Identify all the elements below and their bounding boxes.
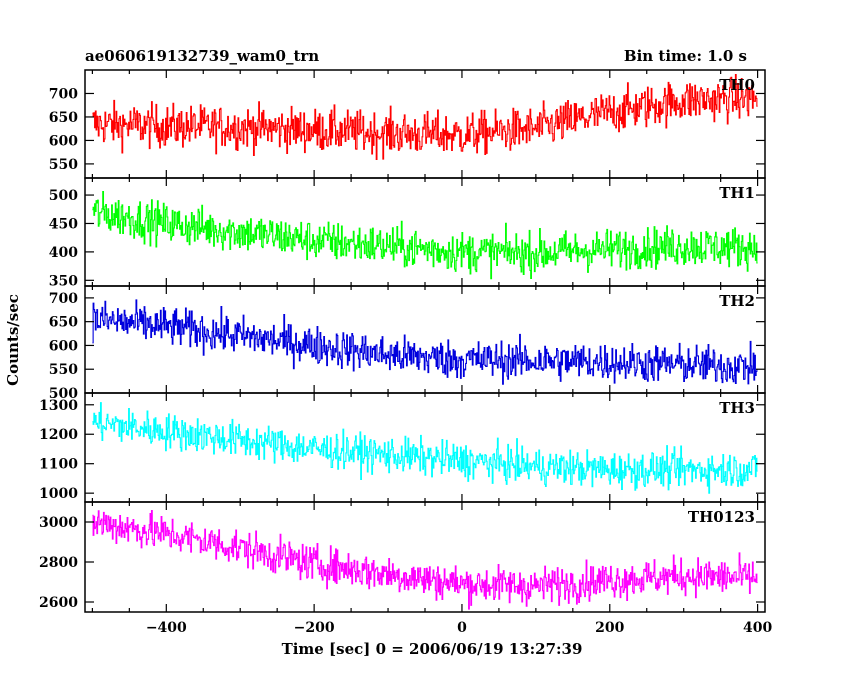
series-label-th0: TH0: [719, 76, 755, 94]
y-tick-label: 1200: [39, 427, 78, 443]
y-tick-label: 550: [49, 157, 78, 173]
series-trace-th3: [92, 402, 758, 494]
x-tick-label: 0: [457, 620, 467, 636]
panel-frame-th0123: [84, 501, 766, 613]
y-tick-label: 700: [49, 86, 78, 102]
y-tick-label: 450: [49, 216, 78, 232]
y-tick-label: 1300: [39, 398, 78, 414]
y-tick-label: 400: [49, 245, 78, 261]
x-tick-label: 400: [743, 620, 772, 636]
series-label-th0123: TH0123: [688, 508, 755, 526]
series-trace-th2: [92, 299, 758, 385]
x-tick-label: 200: [595, 620, 624, 636]
chart-title: ae060619132739_wam0_trn: [85, 47, 319, 65]
y-tick-label: 500: [49, 188, 78, 204]
y-tick-label: 3000: [39, 515, 78, 531]
y-tick-label: 600: [49, 133, 78, 149]
y-tick-label: 1000: [39, 486, 78, 502]
x-axis-label: Time [sec] 0 = 2006/06/19 13:27:39: [282, 640, 583, 658]
series-trace-th0: [92, 73, 758, 161]
series-label-th2: TH2: [719, 292, 755, 310]
y-tick-label: 350: [49, 273, 78, 289]
y-tick-label: 500: [49, 386, 78, 402]
panel-frame-th2: [84, 285, 766, 394]
y-tick-label: 2600: [39, 595, 78, 611]
x-tick-label: −200: [294, 620, 335, 636]
series-trace-th0123: [92, 510, 758, 610]
panels: 550 600 650 700 TH0 350 400 450 500 TH1 500 550 600 6…: [39, 69, 772, 636]
series-label-th3: TH3: [719, 399, 755, 417]
y-tick-label: 600: [49, 338, 78, 354]
bin-time-label: Bin time: 1.0 s: [624, 47, 747, 65]
y-tick-label: 650: [49, 110, 78, 126]
y-tick-label: 700: [49, 291, 78, 307]
y-tick-label: 650: [49, 315, 78, 331]
series-trace-th1: [92, 190, 758, 280]
y-tick-label: 2800: [39, 555, 78, 571]
y-tick-label: 1100: [39, 457, 78, 473]
y-tick-label: 550: [49, 362, 78, 378]
x-tick-label: −400: [146, 620, 187, 636]
series-label-th1: TH1: [719, 184, 755, 202]
y-axis-label: Counts/sec: [4, 294, 22, 386]
